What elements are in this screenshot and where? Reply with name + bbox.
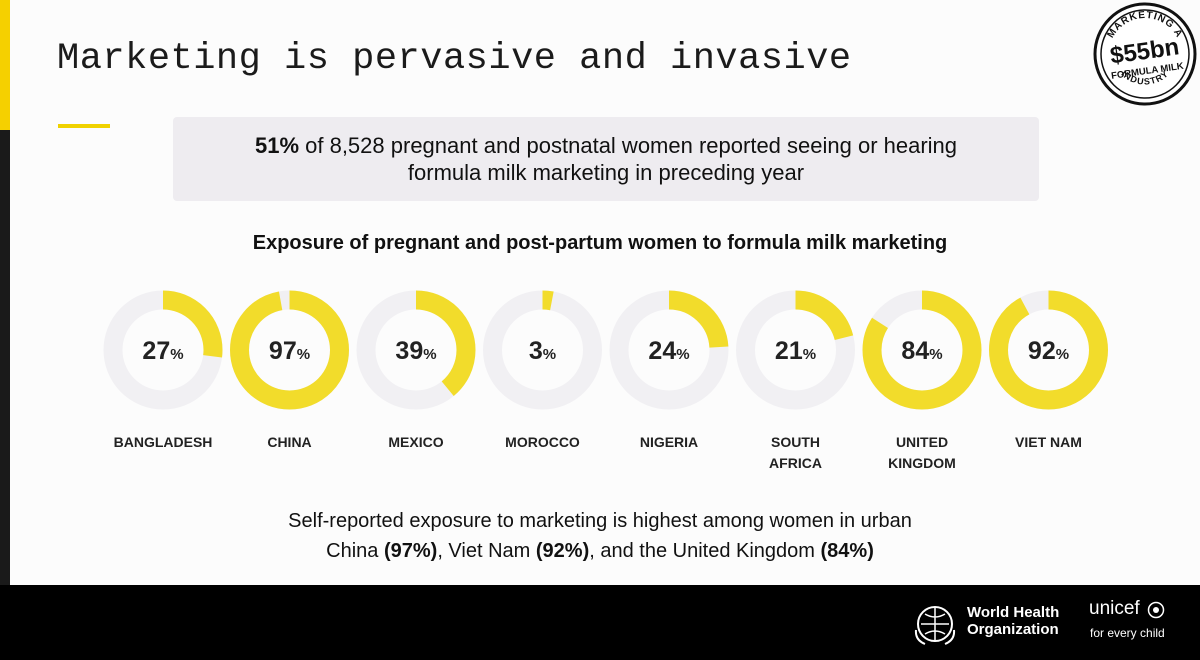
- donut-value-arc: [230, 290, 349, 410]
- donut-value-label: 21%: [775, 337, 816, 365]
- title-underline: [58, 124, 110, 128]
- country-label: UNITED: [896, 434, 948, 450]
- callout-line2: formula milk marketing in preceding year: [407, 160, 805, 185]
- donut-2: 39% MEXICO: [356, 290, 476, 450]
- donut-value-arc: [736, 290, 855, 410]
- donut-value-label: 27%: [142, 337, 183, 365]
- donut-value-arc: [862, 290, 982, 410]
- donut-value-label: 24%: [648, 337, 689, 365]
- badge-55bn: MARKETING A $55bn FORMULA MILK INDUSTRY: [1093, 2, 1197, 106]
- country-label: BANGLADESH: [114, 434, 213, 450]
- donut-value-arc: [103, 290, 223, 410]
- footnote: Self-reported exposure to marketing is h…: [0, 506, 1200, 566]
- unicef-tagline: for every child: [1090, 626, 1165, 640]
- donut-value-label: 97%: [269, 337, 310, 365]
- donut-value-arc: [483, 290, 602, 410]
- footnote-value: (84%): [820, 540, 874, 562]
- footnote-text: , and the United Kingdom: [589, 540, 821, 562]
- donut-value-arc: [989, 290, 1108, 410]
- donut-value-arc: [609, 290, 729, 410]
- footnote-value: (97%): [383, 540, 438, 562]
- country-label: VIET NAM: [1015, 434, 1082, 450]
- callout-stat: 51%: [254, 133, 300, 158]
- who-name-line2: Organization: [967, 621, 1059, 638]
- who-emblem-icon: [914, 606, 956, 645]
- donut-value-label: 39%: [395, 337, 436, 365]
- country-label: KINGDOM: [888, 455, 956, 471]
- donut-5: 21% SOUTH AFRICA: [736, 290, 855, 471]
- donut-3: 3% MOROCCO: [483, 290, 602, 450]
- donut-value-label: 92%: [1028, 337, 1069, 365]
- donut-6: 84% UNITED KINGDOM: [862, 290, 982, 471]
- donut-7: 92% VIET NAM: [989, 290, 1108, 450]
- callout-box: 51% of 8,528 pregnant and postnatal wome…: [173, 117, 1039, 201]
- footnote-text: , Viet Nam: [437, 540, 536, 562]
- who-name-line1: World Health: [967, 604, 1060, 621]
- country-label: AFRICA: [769, 455, 822, 471]
- partner-logos: World Health Organization unicef for eve…: [905, 596, 1195, 652]
- country-label: CHINA: [267, 434, 311, 450]
- donut-1: 97% CHINA: [230, 290, 349, 450]
- country-label: NIGERIA: [640, 434, 698, 450]
- unicef-wordmark: unicef: [1089, 598, 1140, 619]
- chart-title: Exposure of pregnant and post-partum wom…: [252, 232, 948, 254]
- accent-bar: [0, 0, 10, 130]
- donut-value-label: 84%: [901, 337, 942, 365]
- slide: Marketing is pervasive and invasive MARK…: [0, 0, 1200, 585]
- country-label: SOUTH: [771, 434, 820, 450]
- donut-value-arc: [356, 290, 476, 410]
- callout-text: of 8,528 pregnant and postnatal women re…: [299, 133, 958, 158]
- footnote-text: China: [326, 540, 384, 562]
- country-label: MOROCCO: [505, 434, 580, 450]
- donut-chart: 27% BANGLADESH 97% CHINA 39% MEXICO 3% MOROCCO 2…: [103, 290, 1108, 471]
- page-title: Marketing is pervasive and invasive: [57, 38, 852, 80]
- side-bar: [0, 130, 10, 585]
- donut-value-label: 3%: [529, 337, 556, 365]
- footnote-line2: China (97%), Viet Nam (92%), and the Uni…: [0, 536, 1200, 566]
- footnote-line1: Self-reported exposure to marketing is h…: [288, 510, 912, 532]
- unicef-globe-icon: [1147, 601, 1165, 619]
- country-label: MEXICO: [388, 434, 443, 450]
- donut-4: 24% NIGERIA: [609, 290, 729, 450]
- footnote-value: (92%): [535, 540, 590, 562]
- callout-line1: 51% of 8,528 pregnant and postnatal wome…: [173, 132, 1039, 159]
- donut-0: 27% BANGLADESH: [103, 290, 223, 450]
